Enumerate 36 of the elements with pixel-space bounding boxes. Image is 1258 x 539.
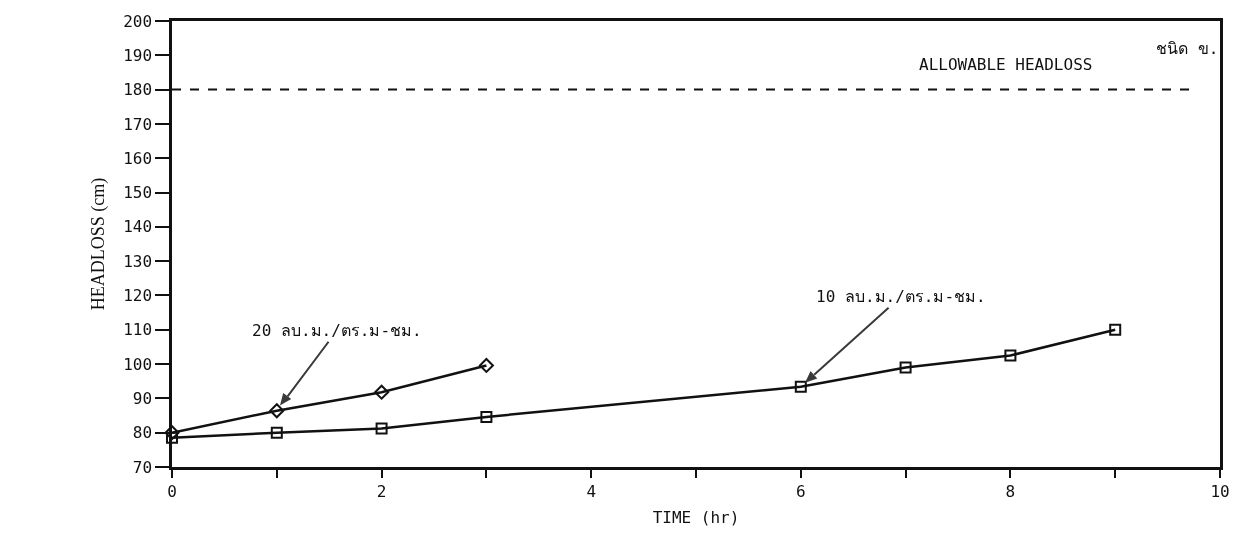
x-tick-label: 2 <box>376 481 387 501</box>
y-tick-label: 70 <box>132 457 153 477</box>
point <box>794 380 807 393</box>
y-tick-label: 80 <box>132 423 153 443</box>
x-tick-label: 4 <box>586 481 597 501</box>
y-tick-label: 200 <box>123 11 153 31</box>
ref-line-label: ALLOWABLE HEADLOSS <box>919 55 1093 74</box>
point <box>374 384 390 400</box>
y-axis-title: HEADLOSS (cm) <box>88 177 110 311</box>
y-tick-label: 180 <box>123 80 153 100</box>
y-tick-label: 130 <box>123 251 153 271</box>
point <box>1109 323 1122 336</box>
y-tick-label: 140 <box>123 217 153 237</box>
y-tick-label: 190 <box>123 45 153 65</box>
annotation: ชนิด ข. <box>1156 39 1219 58</box>
x-axis-title: TIME (hr) <box>652 507 740 527</box>
point <box>270 426 283 439</box>
y-tick-label: 160 <box>123 148 153 168</box>
point <box>899 361 912 374</box>
y-tick-label: 150 <box>123 183 153 203</box>
point <box>1004 349 1017 362</box>
x-tick-label: 8 <box>1005 481 1016 501</box>
y-tick-label: 170 <box>123 114 153 134</box>
x-tick-label: 0 <box>167 481 177 501</box>
annotation: 10 ลบ.ม./ตร.ม-ชม. <box>816 287 986 306</box>
point <box>480 410 493 423</box>
y-tick-label: 100 <box>123 354 153 374</box>
y-tick-label: 120 <box>123 286 153 306</box>
y-tick-label: 110 <box>123 320 153 340</box>
point <box>478 357 494 373</box>
point <box>269 403 285 419</box>
x-tick-label: 10 <box>1210 481 1230 501</box>
point <box>375 422 388 435</box>
x-tick-label: 6 <box>795 481 806 501</box>
y-tick-label: 90 <box>132 388 153 408</box>
annotation: 20 ลบ.ม./ตร.ม-ชม. <box>252 321 422 340</box>
